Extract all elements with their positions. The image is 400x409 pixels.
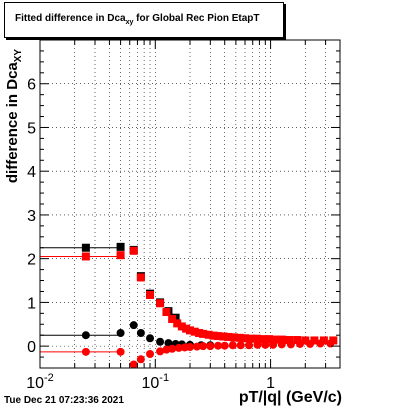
data-point [190,327,199,336]
data-point [261,340,270,349]
data-point [168,344,177,353]
x-tick-label: 1 [266,375,275,392]
data-point [81,243,90,252]
data-point [116,347,125,356]
y-tick-label: 6 [27,77,36,94]
plot-frame [39,39,341,369]
data-point [146,290,155,299]
data-point [206,342,215,351]
data-point [168,315,177,324]
data-point [156,347,165,356]
data-point [199,329,208,338]
data-point [156,337,165,346]
data-point [247,334,256,343]
data-point [228,341,237,350]
data-point [146,334,155,343]
data-point [204,330,213,339]
data-point [199,342,208,351]
data-point [296,339,305,348]
data-point [277,340,286,349]
data-point [301,336,310,345]
data-point [81,331,90,340]
y-tick-label: 4 [27,164,36,181]
data-point [186,326,194,335]
y-tick-label: 1 [27,295,36,312]
data-point [241,334,250,343]
data-point [192,342,201,351]
data-point [316,339,325,348]
data-point [136,355,145,364]
data-point [209,331,218,340]
data-point [164,339,173,348]
data-point [173,319,182,328]
data-point [195,329,204,338]
data-point [306,339,315,348]
y-tick-label: 0 [27,339,36,356]
data-point [319,336,328,345]
data-point [245,341,254,350]
data-point [129,321,138,330]
data-point [214,332,223,341]
data-point [116,251,125,260]
data-point [235,333,244,342]
data-point [224,332,233,341]
x-axis-label: pT/|q| (GeV/c) [238,389,342,406]
data-point [214,341,223,350]
chart-title-box: Fitted difference in Dcaxy for Global Re… [4,2,284,38]
data-point [116,329,125,338]
data-point [186,343,194,352]
y-tick-label: 3 [27,208,36,225]
data-point [286,340,295,349]
data-point [259,335,268,344]
timestamp: Tue Dec 21 07:23:36 2021 [4,395,124,406]
data-point [310,336,319,345]
data-point [285,336,294,345]
grid [39,40,341,368]
data-point [136,273,145,282]
data-point [265,335,274,344]
data-point [81,347,90,356]
data-point [252,334,261,343]
data-point [177,322,186,331]
data-point [129,246,138,255]
y-tick-label: 2 [27,252,36,269]
y-axis-label: difference in DcaXY [4,48,24,184]
axes: 0 1 2 3 4 5 6 10-2 10-1 1 [26,39,341,392]
chart-title: Fitted difference in Dcaxy for Global Re… [15,13,260,26]
data-point [236,341,245,350]
data-point [269,340,278,349]
data-point [136,329,145,338]
data-point [220,341,229,350]
data-point [146,350,155,359]
data-point [277,335,286,344]
data-point [253,340,262,349]
data-point [271,335,280,344]
x-tick-label: 10-1 [142,372,170,392]
data-point [219,332,228,341]
x-tick-label: 10-2 [26,372,54,392]
data-point [174,343,183,352]
data-point [81,252,90,261]
data-point [326,339,335,348]
data-markers [40,242,338,369]
data-point [329,336,338,345]
data-point [129,360,138,369]
data-point [116,242,125,251]
data-point [229,333,238,342]
data-point [293,336,302,345]
y-tick-label: 5 [27,120,36,137]
data-point [156,299,165,308]
data-point [162,308,171,317]
